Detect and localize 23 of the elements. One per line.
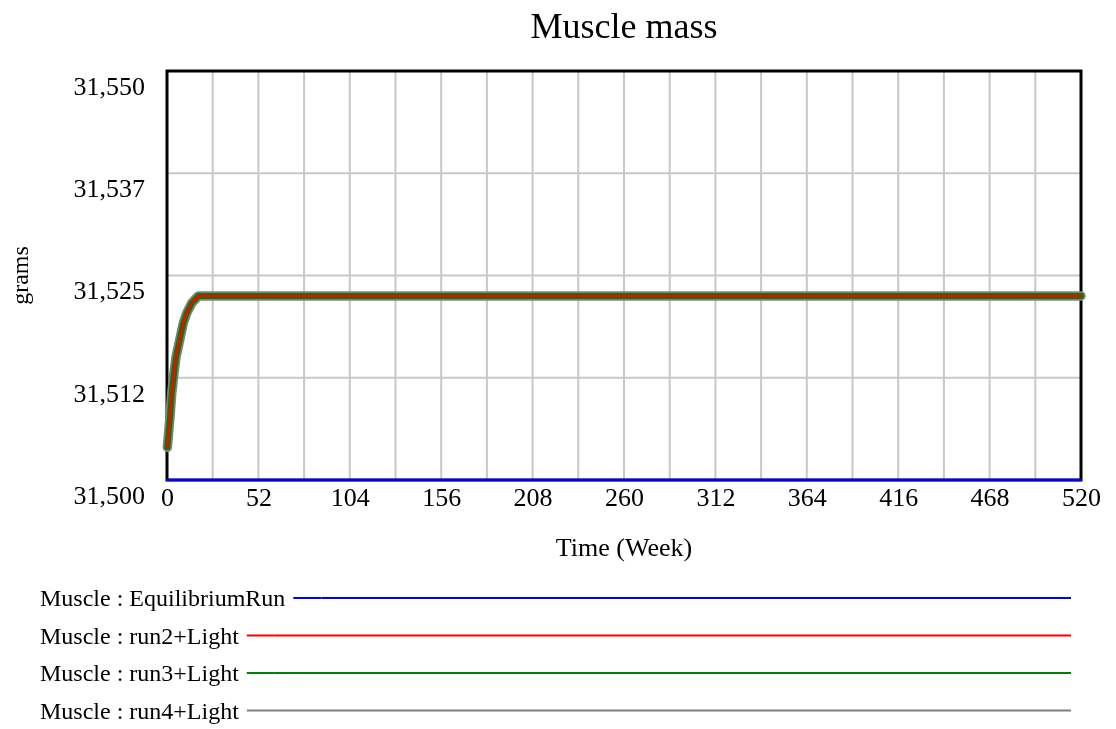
x-tick-label: 364	[787, 483, 827, 513]
y-tick-label: 31,537	[73, 174, 145, 204]
x-axis-title: Time (Week)	[555, 533, 693, 562]
chart-title: Muscle mass	[530, 6, 718, 46]
x-tick-label: 468	[970, 483, 1010, 513]
y-tick-label: 31,500	[73, 480, 145, 510]
x-tick-label: 208	[513, 483, 553, 513]
x-tick-label: 520	[1062, 483, 1101, 513]
y-tick-label: 31,525	[73, 276, 145, 306]
x-tick-label: 416	[879, 483, 919, 513]
legend-label: Muscle : EquilibriumRun	[40, 585, 286, 612]
y-tick-label: 31,512	[73, 378, 145, 408]
y-tick-label: 31,550	[73, 71, 145, 101]
x-tick-label: 156	[422, 483, 462, 513]
legend-label: Muscle : run3+Light	[40, 660, 240, 687]
x-tick-label: 52	[245, 483, 272, 513]
x-tick-label: 260	[605, 483, 644, 513]
x-tick-label: 312	[696, 483, 736, 513]
y-axis-title: grams	[7, 246, 33, 305]
x-tick-label: 104	[330, 483, 370, 513]
legend-label: Muscle : run2+Light	[40, 622, 240, 649]
legend-label: Muscle : run4+Light	[40, 697, 240, 724]
x-tick-label: 0	[161, 483, 174, 513]
